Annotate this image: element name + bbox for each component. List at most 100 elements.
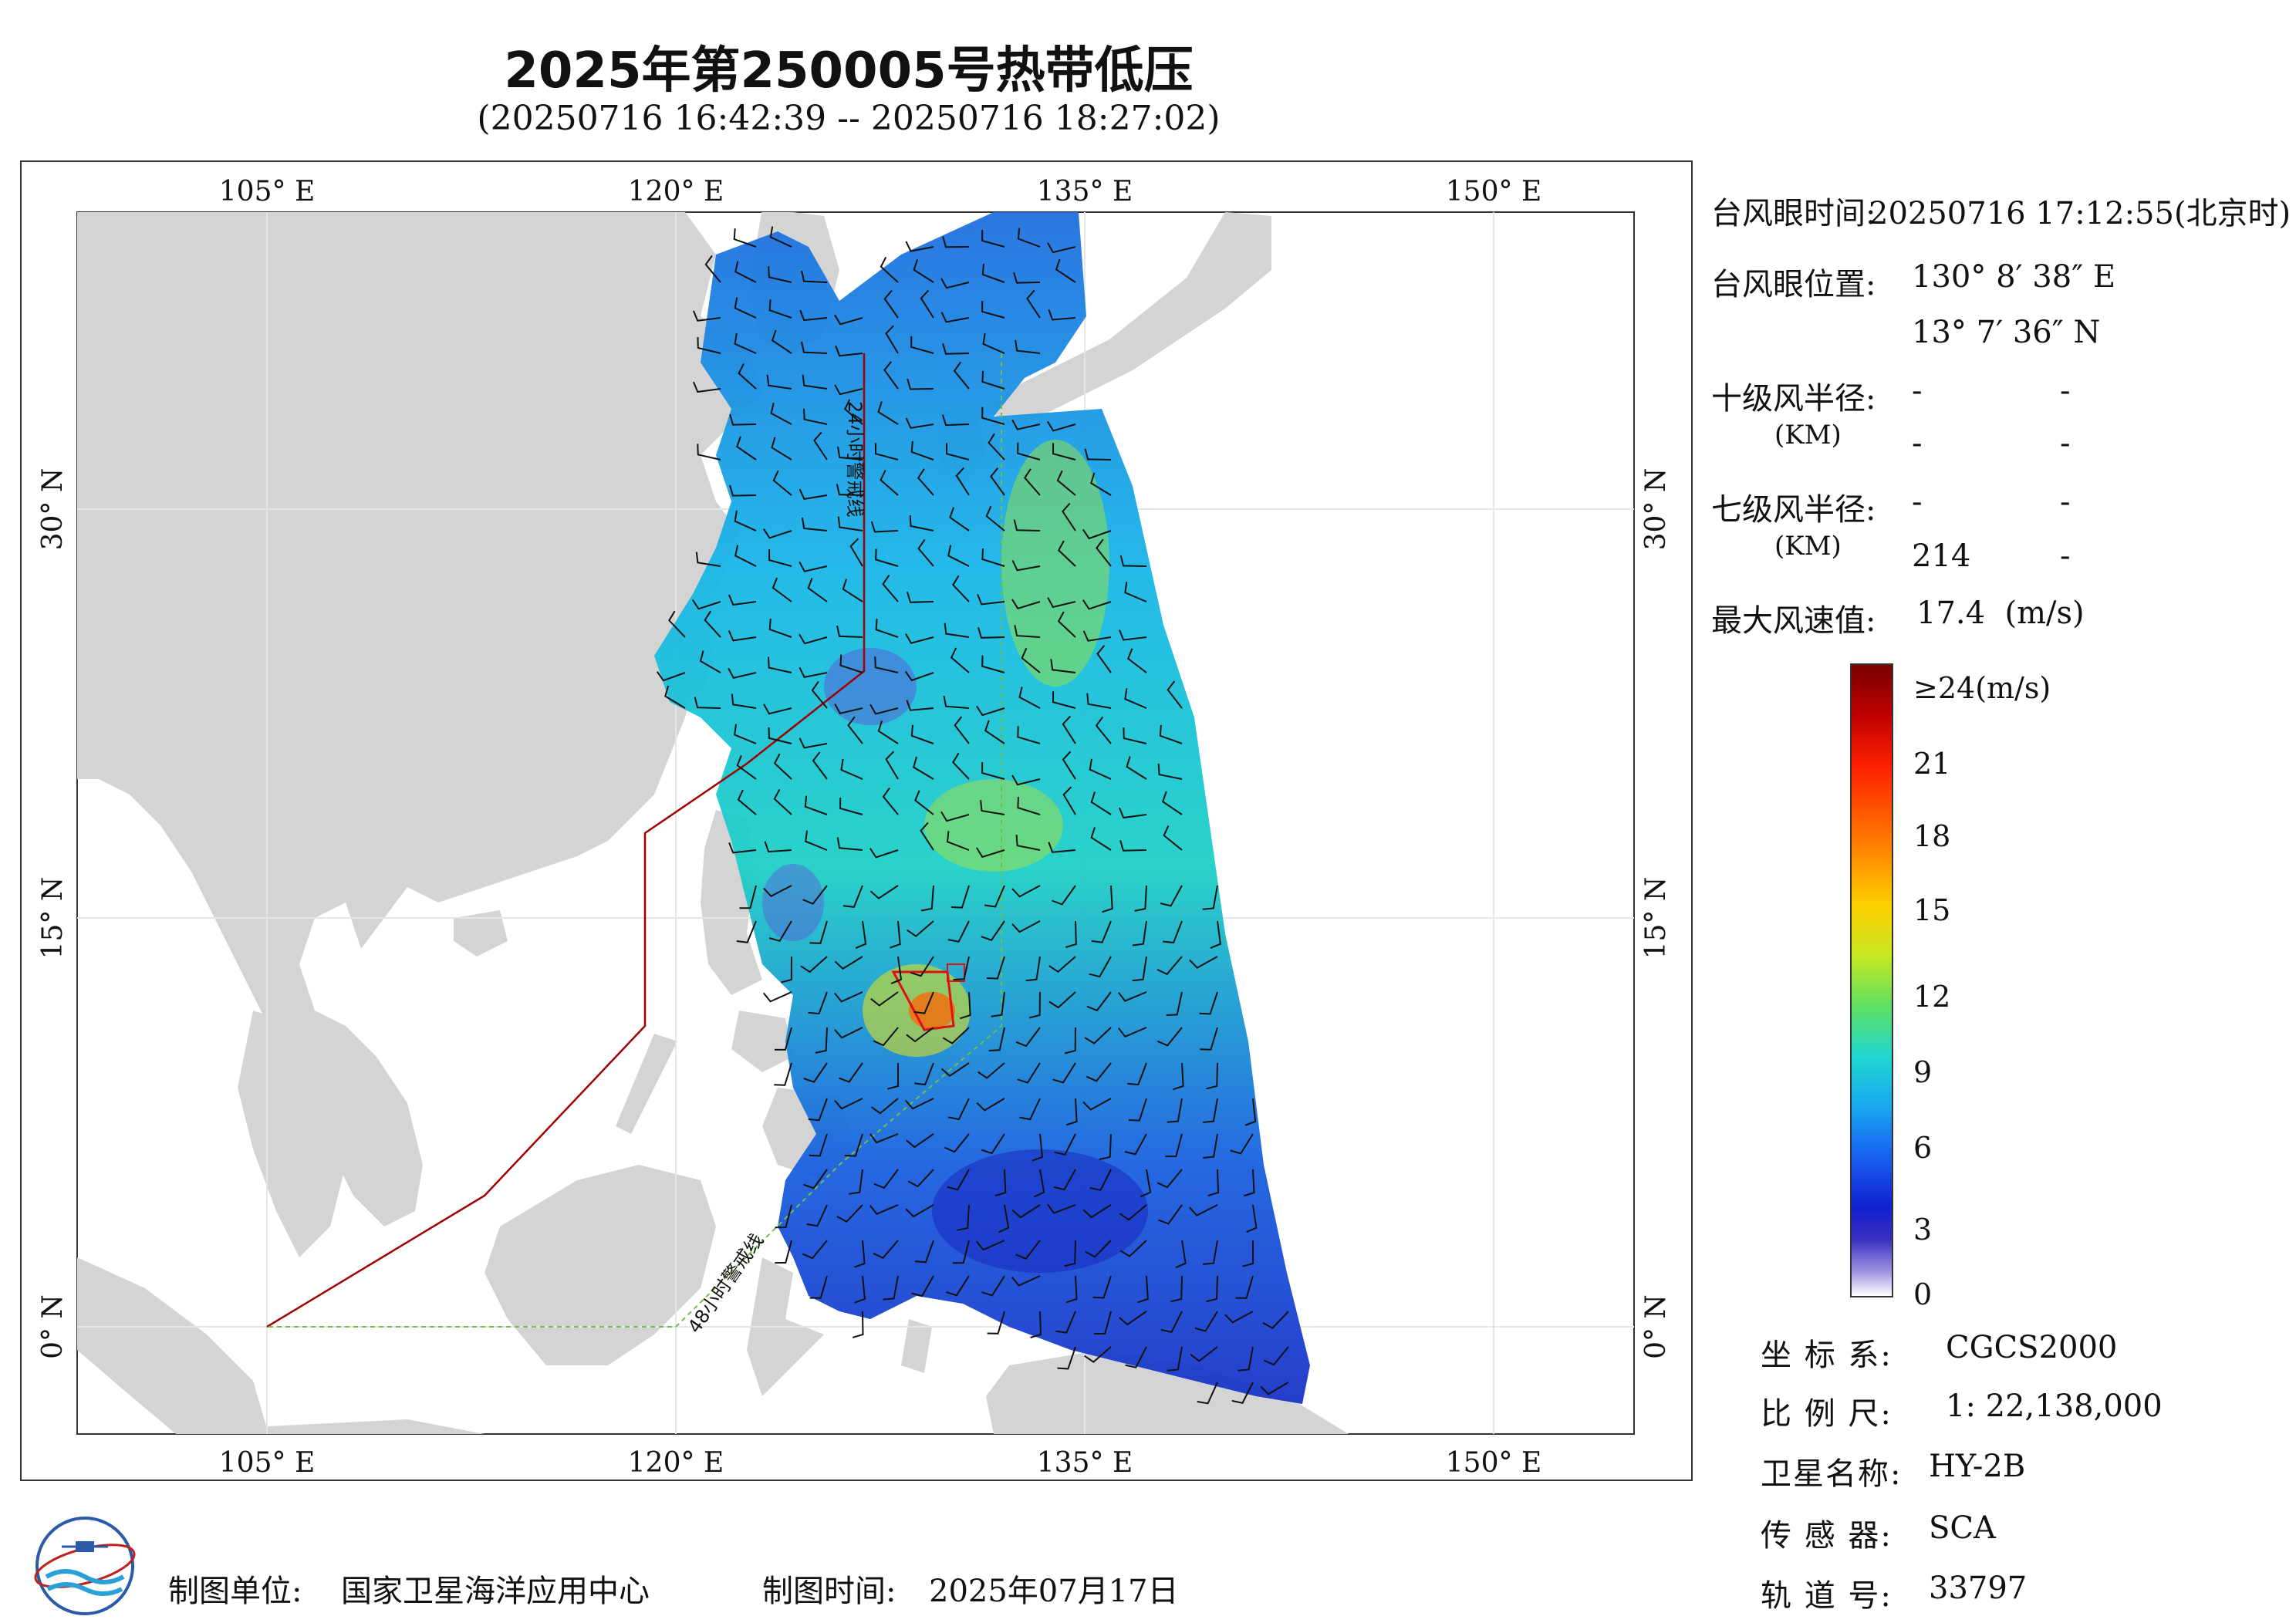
wind-patches (762, 440, 1148, 1273)
wind-barb (1057, 540, 1076, 567)
wind-barb (882, 575, 899, 602)
wind-barb (910, 336, 934, 354)
wind-barb (1132, 956, 1147, 982)
wind-barb (1011, 1204, 1041, 1219)
wind-barb (1119, 629, 1147, 641)
lat-tick-right-30: 30° N (1640, 468, 1672, 551)
footer-unit-value: 国家卫星海洋应用中心 (341, 1574, 650, 1609)
wind-barb (844, 399, 863, 425)
wind-barb (1242, 1240, 1254, 1267)
wind-barb (852, 1311, 864, 1338)
r10-unit: (KM) (1774, 420, 1842, 450)
wind-barb (909, 515, 934, 531)
wind-barb (1102, 885, 1113, 913)
colorbar-label-24: ≥24(m/s) (1913, 671, 2051, 705)
wind-barb (1048, 842, 1076, 853)
wind-barb (990, 467, 1005, 496)
wind-barb (1167, 1346, 1183, 1372)
wind-barb (1224, 1311, 1254, 1324)
wind-barb (1062, 502, 1076, 531)
wind-barb (802, 1240, 828, 1260)
wind-barb (883, 361, 899, 390)
wind-barb (809, 1275, 828, 1299)
wind-barb (1118, 991, 1147, 1002)
wind-barb (1011, 920, 1041, 933)
wind-barb (869, 1204, 899, 1216)
wind-barb (728, 842, 757, 854)
wind-barb (800, 956, 828, 973)
wind-barb (940, 312, 970, 323)
wind-barb (1048, 956, 1076, 973)
wind-barb (942, 343, 970, 355)
wind-barb (808, 991, 828, 1015)
wind-barb (1119, 840, 1147, 852)
wind-barb (953, 361, 970, 390)
wind-barb (1140, 1169, 1152, 1198)
footer-date-label: 制图时间: (762, 1574, 896, 1609)
wind-barb (772, 470, 792, 496)
warning-line-48h (267, 353, 1002, 1328)
wind-barb (1015, 1240, 1041, 1260)
lon-tick-bottom-135: 135° E (1037, 1447, 1133, 1479)
wind-barb (877, 401, 899, 425)
eye-time-value: 20250716 17:12:55(北京时) (1869, 196, 2291, 231)
wind-barb (955, 467, 970, 496)
warning-line-24h (266, 353, 866, 1328)
land-moluccas (901, 1319, 932, 1373)
wind-barb (1030, 1311, 1042, 1338)
wind-barb (976, 847, 1005, 859)
wind-barb (1167, 1098, 1183, 1123)
wind-barb (1134, 885, 1147, 912)
wind-barb (1157, 764, 1183, 780)
colorbar-label-18: 18 (1913, 819, 1951, 853)
wind-barb (1119, 1311, 1147, 1326)
wind-barb (981, 1275, 1005, 1297)
wind-barb (668, 610, 686, 638)
wind-barb (1260, 1382, 1289, 1395)
r7-unit: (KM) (1774, 531, 1842, 562)
footer-unit-label: 制图单位: (168, 1574, 302, 1609)
wind-barb (1156, 1027, 1183, 1047)
wind-barb (1084, 448, 1112, 461)
wind-barb (803, 1169, 828, 1189)
wind-barb (905, 241, 934, 252)
land-mainland-asia (77, 212, 762, 1227)
lat-tick-left-30: 30° N (37, 468, 69, 551)
wind-barb (1189, 956, 1218, 969)
r7-value-4: - (2060, 538, 2071, 574)
wind-barb (1162, 791, 1183, 815)
wind-barb (656, 671, 686, 682)
wind-barb (883, 1275, 899, 1301)
wind-barb (1082, 599, 1112, 610)
wind-barb (739, 885, 757, 909)
wind-barb (907, 592, 934, 603)
wind-barb (870, 521, 899, 533)
wind-barb (869, 1133, 899, 1144)
orbit-value: 33797 (1929, 1571, 2028, 1606)
wind-barb (944, 1133, 970, 1153)
wind-barb (940, 1062, 970, 1077)
wind-barb (774, 1027, 792, 1051)
wind-barb (920, 289, 934, 319)
wind-barb (905, 1204, 934, 1218)
wind-barb (1082, 630, 1112, 642)
wind-barb (771, 329, 792, 354)
wind-barb (1160, 1311, 1183, 1333)
wind-barb (985, 505, 1005, 531)
wind-barb (981, 920, 1005, 941)
wind-barb (1015, 339, 1041, 354)
wind-barb (1124, 688, 1147, 709)
wind-barb (959, 991, 971, 1020)
wind-barb (1119, 555, 1147, 567)
wind-barb (836, 837, 863, 851)
wind-barb (880, 470, 899, 496)
wind-barb (1082, 1204, 1112, 1219)
land-palawan (616, 1034, 677, 1134)
wind-barb (834, 1098, 863, 1110)
wind-barb (1021, 647, 1041, 673)
wind-barb (842, 885, 863, 908)
r7-value-2: - (2060, 484, 2071, 520)
wind-barb (704, 255, 721, 283)
wind-barb (942, 1027, 970, 1044)
wind-barb (910, 956, 934, 977)
